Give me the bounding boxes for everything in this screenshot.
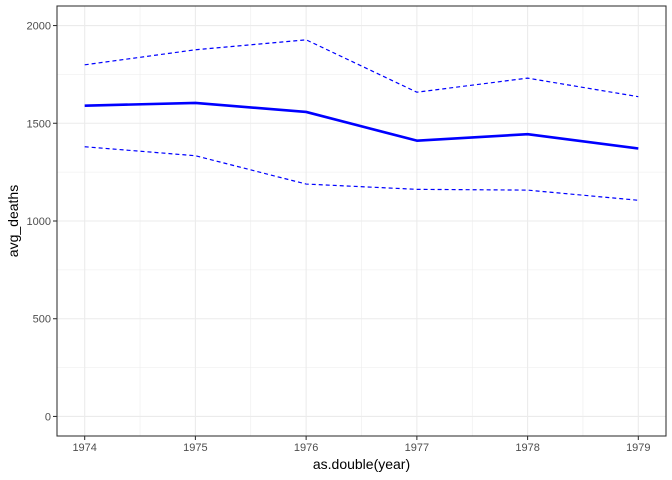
- x-tick-label: 1978: [515, 442, 539, 454]
- series-line-upper: [84, 39, 639, 98]
- y-tick-label: 0: [45, 411, 51, 423]
- y-tick-label: 2000: [27, 21, 51, 33]
- x-axis: 1974 1975 1976 1977 1978 1979: [72, 436, 651, 454]
- x-tick-label: 1979: [626, 442, 650, 454]
- x-tick-label: 1975: [183, 442, 207, 454]
- series-line-mean: [84, 101, 639, 150]
- grid-major: [57, 6, 666, 436]
- y-tick-label: 1500: [27, 118, 51, 130]
- x-tick-label: 1977: [405, 442, 429, 454]
- y-axis: 0 500 1000 1500 2000: [27, 21, 57, 423]
- y-tick-label: 500: [33, 314, 51, 326]
- series-layer: [84, 39, 639, 201]
- series-line-lower: [84, 146, 639, 201]
- x-tick-label: 1976: [294, 442, 318, 454]
- x-tick-label: 1974: [72, 442, 96, 454]
- y-axis-title: avg_deaths: [5, 185, 21, 257]
- x-axis-title: as.double(year): [313, 456, 410, 472]
- y-tick-label: 1000: [27, 216, 51, 228]
